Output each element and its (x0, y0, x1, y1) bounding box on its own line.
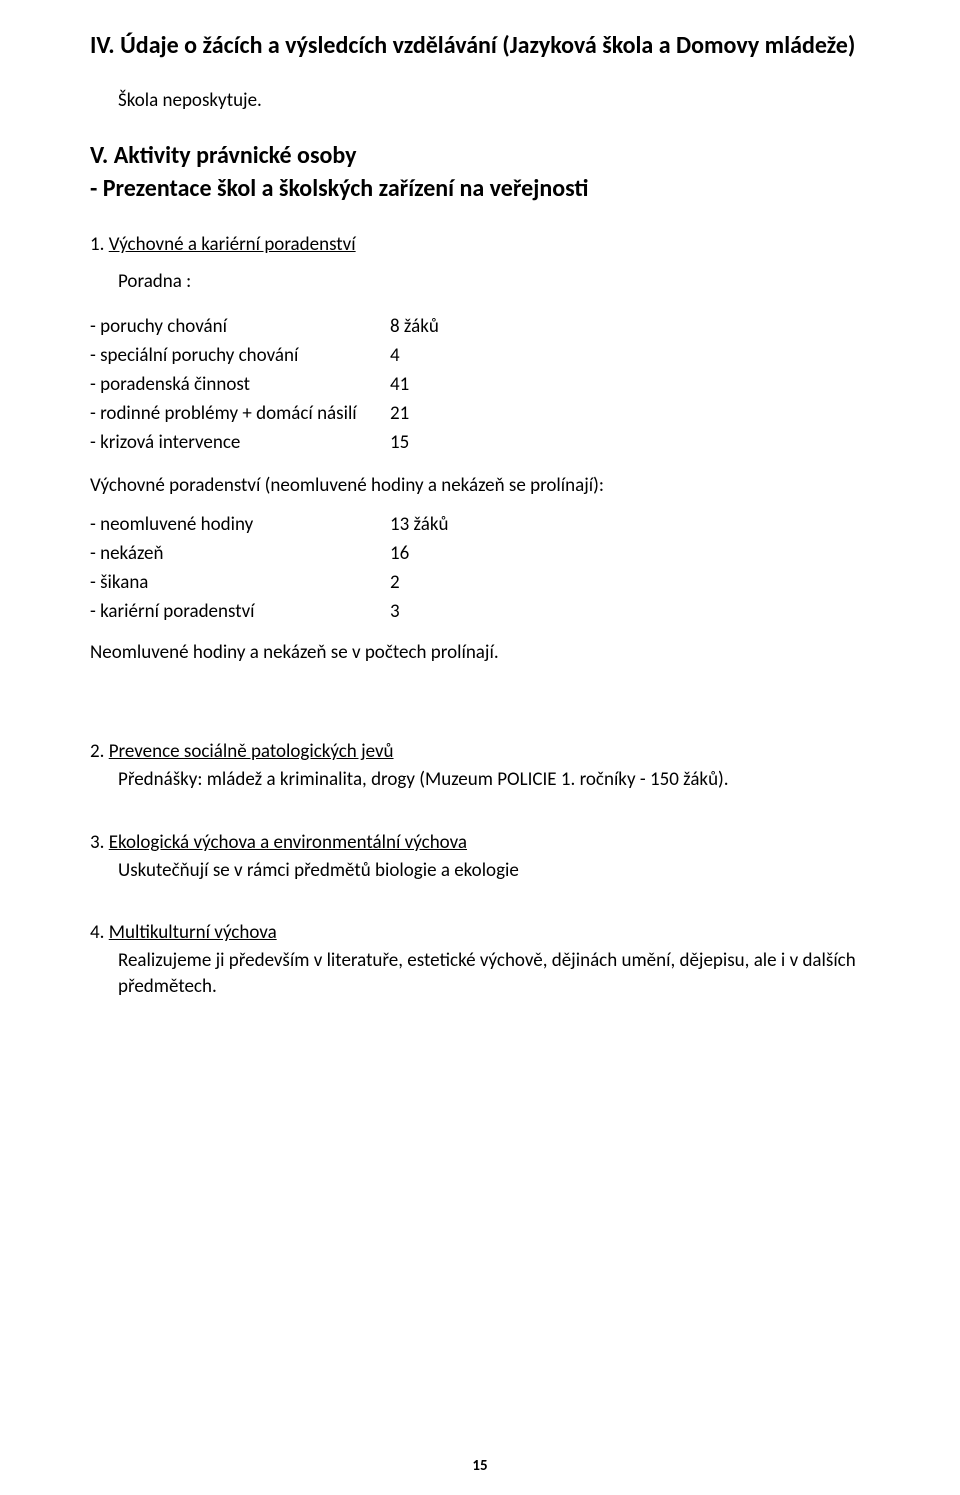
list-row: - nekázeň 16 (90, 542, 870, 565)
item-4-body: Realizujeme ji především v literatuře, e… (118, 948, 870, 999)
list-row: - poruchy chování 8 žáků (90, 315, 870, 338)
list-row-value: 16 (390, 542, 409, 565)
item-3-body: Uskutečňují se v rámci předmětů biologie… (118, 858, 870, 884)
list-row-value: 8 žáků (390, 315, 439, 338)
section-v-heading-line1: V. Aktivity právnické osoby (90, 140, 870, 172)
item-2-title: Prevence sociálně patologických jevů (109, 740, 394, 763)
list-row: - neomluvené hodiny 13 žáků (90, 513, 870, 536)
item-3-heading: 3. Ekologická výchova a environmentální … (90, 831, 870, 854)
list-row: - kariérní poradenství 3 (90, 600, 870, 623)
list-row-label: - krizová intervence (90, 431, 390, 454)
section-iv-body: Škola neposkytuje. (90, 89, 870, 112)
list-row-value: 2 (390, 571, 400, 594)
item-4-title: Multikulturní výchova (109, 921, 277, 944)
list-row: - rodinné problémy + domácí násilí 21 (90, 402, 870, 425)
vychovne-list: - neomluvené hodiny 13 žáků - nekázeň 16… (90, 513, 870, 623)
item-4-heading: 4. Multikulturní výchova (90, 921, 870, 944)
list-row-label: - rodinné problémy + domácí násilí (90, 402, 390, 425)
list-row-label: - neomluvené hodiny (90, 513, 390, 536)
section-iv-heading: IV. Údaje o žácích a výsledcích vzdělává… (90, 30, 870, 61)
item-4-number: 4. (90, 921, 104, 944)
vychovne-sublabel: Výchovné poradenství (neomluvené hodiny … (90, 474, 870, 497)
list-row-value: 4 (390, 344, 400, 367)
list-row-value: 3 (390, 600, 400, 623)
list-row-value: 41 (390, 373, 409, 396)
section-v-heading-line2: - Prezentace škol a školských zařízení n… (90, 173, 870, 205)
document-page: IV. Údaje o žácích a výsledcích vzdělává… (0, 0, 960, 1495)
item-1-number: 1. (90, 233, 104, 256)
list-row-label: - poradenská činnost (90, 373, 390, 396)
item-3-title: Ekologická výchova a environmentální výc… (109, 831, 467, 854)
item-2-body: Přednášky: mládež a kriminalita, drogy (… (118, 767, 870, 793)
list-row-value: 13 žáků (390, 513, 448, 536)
list-row: - poradenská činnost 41 (90, 373, 870, 396)
item-2-number: 2. (90, 740, 104, 763)
item-1-footer: Neomluvené hodiny a nekázeň se v počtech… (90, 641, 870, 664)
poradna-list: - poruchy chování 8 žáků - speciální por… (90, 315, 870, 454)
list-row: - speciální poruchy chování 4 (90, 344, 870, 367)
item-1-title: Výchovné a kariérní poradenství (109, 233, 356, 256)
list-row: - krizová intervence 15 (90, 431, 870, 454)
list-row-label: - speciální poruchy chování (90, 344, 390, 367)
list-row-value: 15 (390, 431, 409, 454)
item-2-heading: 2. Prevence sociálně patologických jevů (90, 740, 870, 763)
list-row-label: - šikana (90, 571, 390, 594)
poradna-label: Poradna : (90, 270, 870, 293)
item-1-heading: 1. Výchovné a kariérní poradenství (90, 233, 870, 256)
list-row-label: - poruchy chování (90, 315, 390, 338)
section-v-heading: V. Aktivity právnické osoby - Prezentace… (90, 140, 870, 205)
list-row-label: - kariérní poradenství (90, 600, 390, 623)
spacer (90, 680, 870, 740)
page-number: 15 (0, 1457, 960, 1475)
item-3-number: 3. (90, 831, 104, 854)
list-row: - šikana 2 (90, 571, 870, 594)
list-row-value: 21 (390, 402, 409, 425)
list-row-label: - nekázeň (90, 542, 390, 565)
